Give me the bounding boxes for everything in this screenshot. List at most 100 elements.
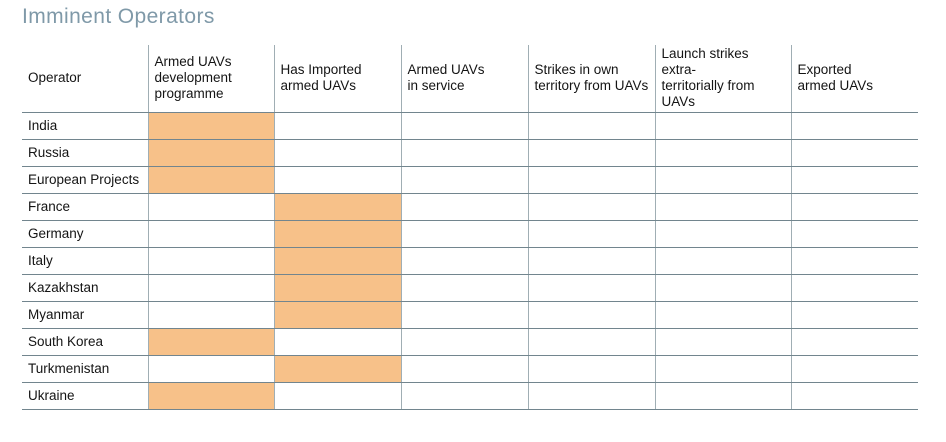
- empty-cell: [654, 301, 791, 329]
- highlighted-cell: [273, 274, 401, 302]
- empty-cell: [400, 247, 528, 275]
- column-header-operator: Operator: [22, 45, 148, 113]
- empty-cell: [273, 328, 401, 356]
- table-row: Italy: [22, 247, 918, 275]
- empty-cell: [790, 220, 918, 248]
- table-row: European Projects: [22, 166, 918, 194]
- table-row: Kazakhstan: [22, 274, 918, 302]
- highlighted-cell: [273, 355, 401, 383]
- empty-cell: [790, 112, 918, 140]
- empty-cell: [527, 301, 655, 329]
- empty-cell: [527, 112, 655, 140]
- empty-cell: [654, 220, 791, 248]
- empty-cell: [654, 247, 791, 275]
- highlighted-cell: [273, 193, 401, 221]
- empty-cell: [400, 166, 528, 194]
- empty-cell: [147, 220, 274, 248]
- empty-cell: [654, 166, 791, 194]
- empty-cell: [790, 328, 918, 356]
- table-row: Turkmenistan: [22, 355, 918, 383]
- operator-label: Russia: [22, 139, 148, 167]
- empty-cell: [400, 355, 528, 383]
- empty-cell: [527, 247, 655, 275]
- table-row: Germany: [22, 220, 918, 248]
- empty-cell: [400, 382, 528, 410]
- table-header: Operator Armed UAVs development programme…: [22, 45, 918, 113]
- empty-cell: [654, 355, 791, 383]
- highlighted-cell: [147, 328, 274, 356]
- empty-cell: [527, 193, 655, 221]
- empty-cell: [400, 112, 528, 140]
- operator-label: France: [22, 193, 148, 221]
- operator-label: Turkmenistan: [22, 355, 148, 383]
- empty-cell: [790, 301, 918, 329]
- table-body: India Russia European Projects France German…: [22, 112, 918, 410]
- table-row: South Korea: [22, 328, 918, 356]
- table-row: Ukraine: [22, 382, 918, 410]
- highlighted-cell: [147, 382, 274, 410]
- empty-cell: [790, 247, 918, 275]
- empty-cell: [654, 112, 791, 140]
- empty-cell: [273, 382, 401, 410]
- empty-cell: [527, 139, 655, 167]
- empty-cell: [400, 220, 528, 248]
- operator-label: South Korea: [22, 328, 148, 356]
- empty-cell: [790, 139, 918, 167]
- figure-title: Imminent Operators: [22, 5, 215, 28]
- column-header: Launch strikes extra- territorially from…: [654, 45, 791, 113]
- empty-cell: [654, 274, 791, 302]
- operator-label: Myanmar: [22, 301, 148, 329]
- empty-cell: [273, 112, 401, 140]
- highlighted-cell: [273, 220, 401, 248]
- empty-cell: [527, 355, 655, 383]
- empty-cell: [527, 166, 655, 194]
- operator-label: Kazakhstan: [22, 274, 148, 302]
- empty-cell: [147, 355, 274, 383]
- empty-cell: [273, 166, 401, 194]
- empty-cell: [790, 382, 918, 410]
- imminent-operators-table: Operator Armed UAVs development programme…: [22, 45, 918, 410]
- empty-cell: [400, 328, 528, 356]
- empty-cell: [654, 139, 791, 167]
- empty-cell: [147, 193, 274, 221]
- highlighted-cell: [147, 139, 274, 167]
- highlighted-cell: [147, 112, 274, 140]
- empty-cell: [273, 139, 401, 167]
- column-header: Armed UAVs in service: [400, 45, 528, 113]
- empty-cell: [790, 193, 918, 221]
- empty-cell: [654, 328, 791, 356]
- highlighted-cell: [147, 166, 274, 194]
- empty-cell: [527, 382, 655, 410]
- table-row: France: [22, 193, 918, 221]
- table-row: India: [22, 112, 918, 140]
- empty-cell: [400, 274, 528, 302]
- column-header: Armed UAVs development programme: [147, 45, 274, 113]
- operator-label: India: [22, 112, 148, 140]
- operator-label: Germany: [22, 220, 148, 248]
- operator-label: Italy: [22, 247, 148, 275]
- empty-cell: [527, 220, 655, 248]
- empty-cell: [147, 247, 274, 275]
- table-header-row: Operator Armed UAVs development programme…: [22, 45, 918, 113]
- column-header: Exported armed UAVs: [790, 45, 918, 113]
- column-header: Has Imported armed UAVs: [273, 45, 401, 113]
- empty-cell: [790, 274, 918, 302]
- empty-cell: [400, 193, 528, 221]
- highlighted-cell: [273, 247, 401, 275]
- highlighted-cell: [273, 301, 401, 329]
- table-row: Myanmar: [22, 301, 918, 329]
- empty-cell: [400, 139, 528, 167]
- empty-cell: [147, 301, 274, 329]
- column-header: Strikes in own territory from UAVs: [527, 45, 655, 113]
- empty-cell: [654, 382, 791, 410]
- empty-cell: [527, 328, 655, 356]
- empty-cell: [654, 193, 791, 221]
- table-row: Russia: [22, 139, 918, 167]
- empty-cell: [527, 274, 655, 302]
- operator-label: European Projects: [22, 166, 148, 194]
- empty-cell: [400, 301, 528, 329]
- operator-label: Ukraine: [22, 382, 148, 410]
- empty-cell: [790, 166, 918, 194]
- empty-cell: [790, 355, 918, 383]
